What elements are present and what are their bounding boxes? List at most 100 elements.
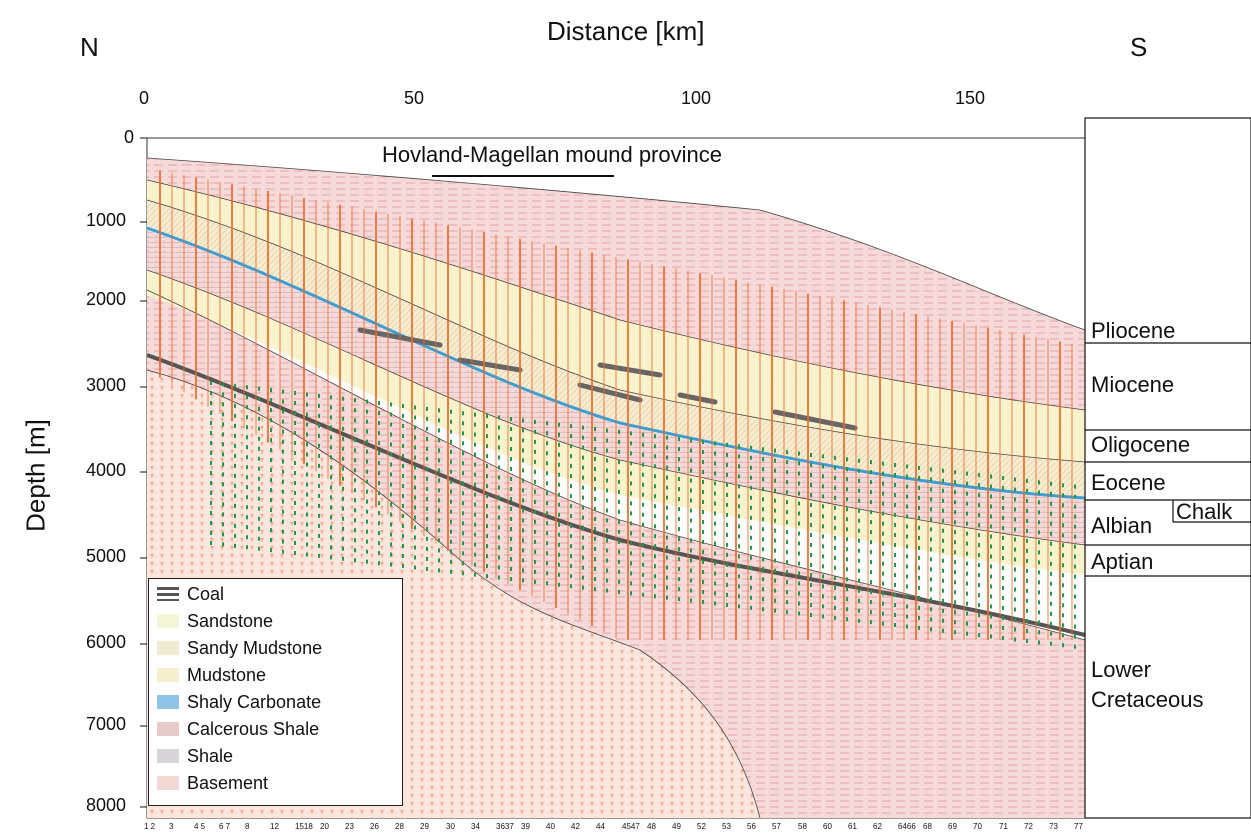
well-number: 30 [446,822,455,831]
depth-tick-marks [140,137,147,808]
y-tick-8000: 8000 [86,795,127,815]
well-number: 72 [1024,822,1033,831]
well-number: 20 [320,822,329,831]
well-number: 57 [772,822,781,831]
well-number: 1518 [295,822,313,831]
y-tick-2000: 2000 [86,289,127,309]
mound-province-label: Hovland-Magellan mound province [382,142,722,167]
well-number: 4547 [622,822,640,831]
legend-item-sandy-mudstone: Sandy Mudstone [157,635,322,661]
well-number: 12 [270,822,279,831]
strat-lower: Lower [1091,657,1151,682]
green-flow-vectors [210,380,1076,655]
well-number: 8 [245,822,250,831]
mudstone-swatch [157,668,179,682]
y-tick-5000: 5000 [86,546,127,566]
orange-flow-vectors [159,170,1073,640]
well-number: 69 [948,822,957,831]
well-number-row: 1 2 3 4 5 6 7 8 12 1518 20 23 26 28 29 30 34 3637 39 40 4… [140,822,1090,834]
sandy-mudstone-swatch [157,641,179,655]
legend-label: Shaly Carbonate [187,691,322,712]
well-number: 68 [923,822,932,831]
well-number: 62 [873,822,882,831]
well-number: 26 [370,822,379,831]
shaly-carbonate-swatch [157,695,179,709]
sandstone-swatch [157,614,179,628]
strat-aptian: Aptian [1091,549,1154,574]
legend: Coal Sandstone Sandy Mudstone Mudstone S… [148,578,403,806]
x-tick-150: 150 [955,88,986,108]
well-number: 60 [823,822,832,831]
well-number: 56 [747,822,756,831]
legend-label: Sandstone [187,610,274,631]
legend-item-shale: Shale [157,743,233,769]
well-number: 34 [471,822,480,831]
y-tick-6000: 6000 [86,632,127,652]
well-number: 73 [1049,822,1058,831]
well-number: 6 7 [219,822,231,831]
strat-pliocene: Pliocene [1091,318,1176,343]
x-tick-50: 50 [404,88,425,108]
shale-swatch [157,749,179,763]
well-number: 53 [722,822,731,831]
legend-label: Basement [187,772,269,793]
well-number: 1 2 [144,822,156,831]
well-number: 44 [596,822,605,831]
coal-swatch [157,587,179,601]
stratigraphic-column [1084,117,1251,819]
aptian-layer [147,270,1085,575]
strat-eocene: Eocene [1091,470,1166,495]
y-tick-3000: 3000 [86,375,127,395]
well-number: 61 [848,822,857,831]
legend-item-basement: Basement [157,770,268,796]
y-tick-1000: 1000 [86,210,127,230]
well-number: 40 [546,822,555,831]
north-label: N [80,32,99,62]
basement-swatch [157,776,179,790]
well-number: 58 [798,822,807,831]
well-number: 23 [345,822,354,831]
x-tick-100: 100 [681,88,712,108]
legend-item-sandstone: Sandstone [157,608,273,634]
legend-label: Sandy Mudstone [187,637,323,658]
x-tick-0: 0 [139,88,150,108]
well-number: 28 [395,822,404,831]
calcerous-shale-swatch [157,722,179,736]
x-axis-title: Distance [km] [547,16,705,46]
well-number: 48 [647,822,656,831]
legend-item-mudstone: Mudstone [157,662,266,688]
legend-label: Mudstone [187,664,267,685]
well-number: 29 [420,822,429,831]
y-tick-0: 0 [124,127,135,147]
well-number: 4 5 [194,822,206,831]
well-number: 77 [1074,822,1083,831]
eocene-oligocene-layer [147,200,1085,500]
strat-boundaries [1085,342,1251,577]
legend-item-coal: Coal [157,581,224,607]
well-number: 3637 [496,822,514,831]
y-tick-4000: 4000 [86,460,127,480]
well-number: 6466 [898,822,916,831]
y-tick-7000: 7000 [86,714,127,734]
legend-label: Coal [187,583,225,604]
shaly-carbonate-band [146,226,1086,500]
legend-item-shaly-carbonate: Shaly Carbonate [157,689,321,715]
well-number: 70 [973,822,982,831]
legend-item-calcerous-shale: Calcerous Shale [157,716,319,742]
strat-cretaceous: Cretaceous [1091,687,1204,712]
legend-label: Calcerous Shale [187,718,320,739]
south-label: S [1130,32,1148,62]
well-number: 71 [999,822,1008,831]
well-number: 49 [672,822,681,831]
coal-seams [357,327,858,431]
strat-chalk: Chalk [1176,499,1233,524]
well-number: 3 [169,822,174,831]
strat-albian: Albian [1091,513,1153,538]
well-number: 39 [521,822,530,831]
well-number: 52 [697,822,706,831]
legend-label: Shale [187,745,234,766]
albian-chalk-layer [147,230,1085,545]
strat-oligocene: Oligocene [1091,432,1191,457]
well-number: 42 [571,822,580,831]
strat-miocene: Miocene [1091,372,1175,397]
